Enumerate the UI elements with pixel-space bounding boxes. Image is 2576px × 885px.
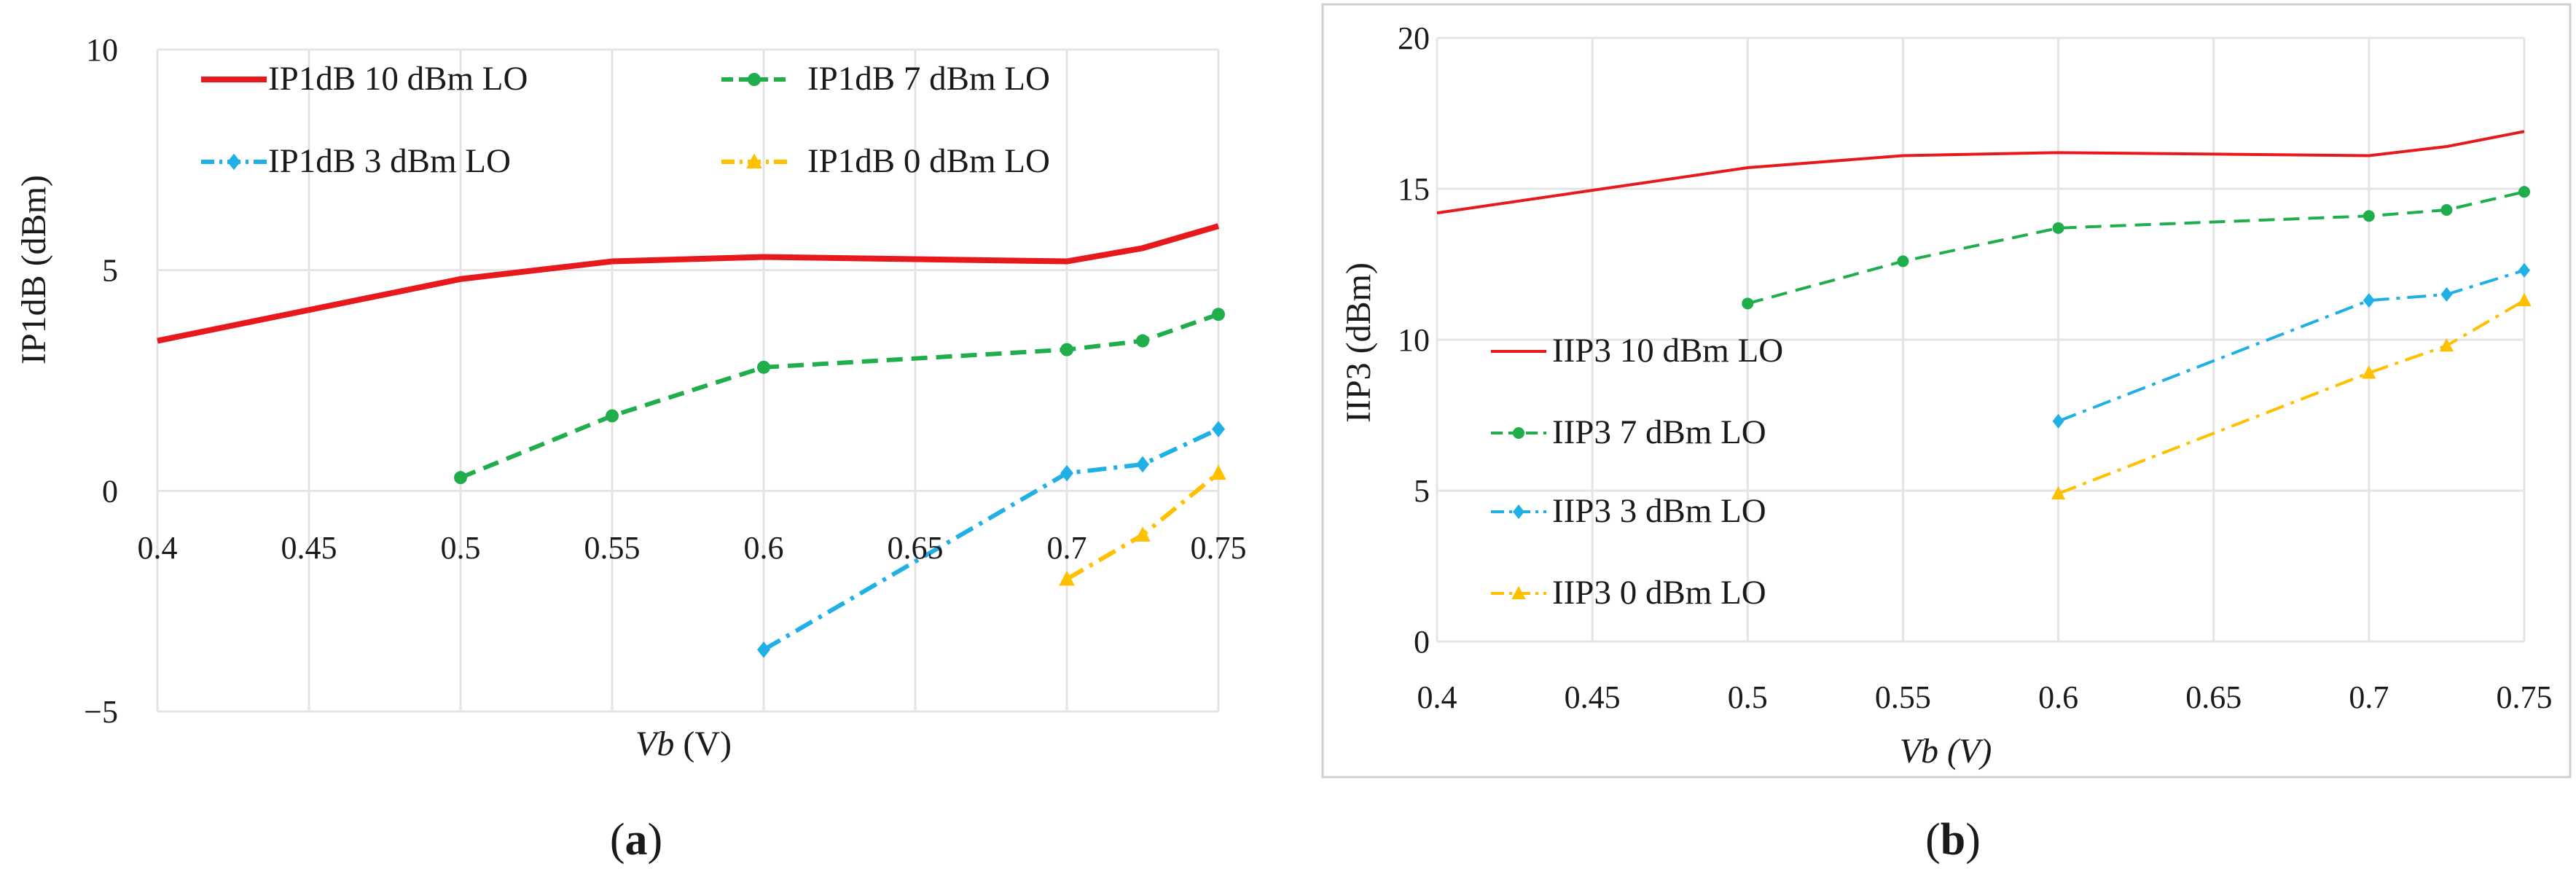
chart-a-y-tick-label: 10: [86, 32, 118, 68]
chart-a-series-1-point: [454, 471, 467, 485]
chart-b-x-axis-label: Vb (V): [1900, 732, 1992, 771]
chart-a-legend-marker-1: [748, 73, 761, 86]
chart-panel-b: 0.4 0.45 0.5 0.55 0.6 0.65 0.7 0.75 0 5 10 15 20 IIP…: [1321, 3, 2572, 865]
chart-b-caption-letter: b: [1941, 815, 1965, 865]
chart-a-x-tick-label: 0.55: [584, 530, 641, 566]
chart-a-legend-marker-3: [746, 153, 762, 168]
chart-b-series-line-2: [2057, 268, 2525, 423]
chart-b-series-line-1: [1747, 190, 2525, 305]
chart-a-y-tick-label: 5: [102, 253, 118, 289]
chart-b-y-tick-label: 0: [1414, 624, 1430, 660]
chart-a-series-2-point: [1212, 421, 1225, 437]
chart-a-legend-marker-2: [227, 153, 240, 171]
chart-a-x-tick-label: 0.45: [281, 530, 337, 566]
chart-b-legend: IIP3 10 dBm LO IIP3 7 dBm LO IIP3 3 dBm LO…: [1491, 332, 1783, 612]
chart-b-x-tick-label: 0.55: [1875, 679, 1931, 715]
chart-a-caption-letter: a: [625, 815, 648, 865]
chart-b-series-line-0: [1436, 130, 2525, 215]
chart-b-x-tick-label: 0.6: [2038, 679, 2078, 715]
chart-a-series: [157, 223, 1226, 658]
chart-b-series-1-point: [2052, 222, 2064, 234]
chart-a-x-tick-label: 0.75: [1191, 530, 1247, 566]
chart-a-legend-label-1: IP1dB 7 dBm LO: [807, 60, 1050, 98]
chart-b-series-1-point: [2518, 186, 2530, 198]
chart-a-x-tick-label: 0.6: [744, 530, 784, 566]
chart-a-series-1-point: [1212, 308, 1225, 321]
chart-b-tick-labels: 0.4 0.45 0.5 0.55 0.6 0.65 0.7 0.75 0 5 10 15 20: [1398, 20, 2553, 715]
chart-a-legend-label-3: IP1dB 0 dBm LO: [807, 142, 1050, 180]
chart-a-series-2-point: [1136, 456, 1149, 473]
chart-a-series-1-point: [1136, 334, 1149, 348]
chart-b-legend-marker-3: [1511, 585, 1526, 599]
chart-a-legend-label-2: IP1dB 3 dBm LO: [268, 142, 511, 180]
chart-a-tick-labels: 0.4 0.45 0.5 0.55 0.6 0.65 0.7 0.75 −5 0 5 10: [84, 32, 1246, 730]
chart-b-legend-label-1: IIP3 7 dBm LO: [1552, 413, 1766, 451]
chart-b-frame: [1321, 3, 2572, 779]
chart-b-series-3-point: [2051, 486, 2066, 500]
chart-b-y-tick-label: 5: [1414, 473, 1430, 509]
chart-b-series-3-point: [2362, 365, 2376, 379]
chart-b-gridlines: [1436, 36, 2526, 643]
chart-a-x-axis-unit: (V): [674, 725, 732, 763]
chart-a-series-2-point: [757, 642, 770, 658]
chart-b-series-2-point: [2362, 293, 2375, 308]
chart-a-x-tick-label: 0.65: [888, 530, 944, 566]
chart-b-series-1-point: [1897, 255, 1909, 268]
chart-a-series-3-point: [1059, 570, 1075, 586]
chart-panel-a: 0.4 0.45 0.5 0.55 0.6 0.65 0.7 0.75 −5 0 5 10 IP1dB…: [15, 32, 1247, 865]
chart-b-x-tick-label: 0.75: [2497, 679, 2553, 715]
chart-b-x-tick-label: 0.5: [1728, 679, 1768, 715]
chart-b-x-tick-label: 0.4: [1417, 679, 1457, 715]
chart-b-series-1-point: [2440, 203, 2453, 216]
chart-a-series-1-point: [606, 409, 619, 423]
chart-a-series-1-point: [1060, 343, 1073, 356]
chart-b-legend-marker-1: [1513, 427, 1524, 439]
chart-b-y-tick-label: 15: [1398, 171, 1430, 207]
chart-a-series-2-point: [1060, 464, 1073, 482]
chart-a-caption: (a): [610, 815, 662, 865]
chart-b-series-2-point: [2440, 286, 2453, 302]
chart-b-x-tick-label: 0.65: [2185, 679, 2242, 715]
chart-a-series-3-point: [1135, 526, 1151, 542]
chart-b-caption: (b): [1925, 815, 1981, 865]
chart-b-series-2-point: [2518, 262, 2530, 278]
chart-b-x-tick-label: 0.45: [1565, 679, 1621, 715]
chart-b-series-2-point: [2052, 413, 2064, 429]
chart-b-series-line-3: [2057, 299, 2526, 496]
chart-a-y-axis-label: IP1dB (dBm): [15, 175, 53, 364]
chart-a-gridlines: [156, 48, 1220, 713]
chart-b-series: [1436, 130, 2532, 500]
chart-a-series-3-point: [1210, 464, 1226, 480]
chart-a-x-axis-variable: Vb: [635, 725, 674, 763]
chart-a-series-1-point: [757, 360, 770, 374]
chart-b-y-tick-label: 10: [1398, 322, 1430, 358]
chart-b-x-tick-label: 0.7: [2349, 679, 2389, 715]
chart-b-y-axis-label: IIP3 (dBm): [1339, 262, 1378, 423]
chart-b-series-3-point: [2517, 292, 2532, 307]
chart-a-legend-label-0: IP1dB 10 dBm LO: [268, 60, 528, 98]
chart-b-legend-label-2: IIP3 3 dBm LO: [1552, 492, 1766, 530]
chart-a-y-tick-label: 0: [102, 473, 118, 509]
chart-a-series-line-1: [459, 312, 1219, 480]
chart-b-legend-label-3: IIP3 0 dBm LO: [1552, 574, 1766, 612]
chart-a-series-line-2: [762, 426, 1220, 652]
chart-b-legend-marker-2: [1513, 504, 1524, 519]
chart-a-legend: IP1dB 10 dBm LO IP1dB 7 dBm LO IP1dB 3 dBm…: [201, 60, 1050, 180]
chart-b-legend-label-0: IIP3 10 dBm LO: [1552, 332, 1783, 370]
chart-b-series-3-point: [2439, 338, 2454, 352]
chart-a-series-line-0: [157, 223, 1220, 344]
chart-b-series-1-point: [2362, 210, 2375, 222]
chart-b-y-tick-label: 20: [1398, 20, 1430, 56]
chart-a-x-tick-label: 0.7: [1047, 530, 1087, 566]
chart-a-x-tick-label: 0.5: [441, 530, 481, 566]
chart-a-y-tick-label: −5: [84, 694, 118, 730]
chart-a-x-axis-label: Vb (V): [635, 725, 732, 763]
chart-b-series-1-point: [1742, 297, 1754, 310]
chart-a-x-tick-label: 0.4: [138, 530, 178, 566]
